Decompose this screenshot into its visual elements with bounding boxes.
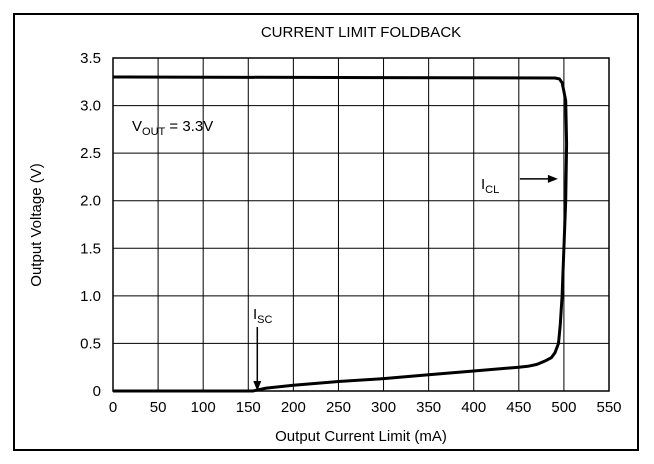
x-tick-label: 550 [596, 399, 621, 416]
y-tick-label: 3.0 [80, 98, 101, 115]
plot-border [112, 57, 610, 392]
x-tick-label: 100 [191, 399, 216, 416]
isc-subscript: SC [257, 314, 272, 326]
isc-annotation: ISC [253, 306, 273, 391]
chart-frame: 0 50 100 150 200 250 300 350 400 450 500 550 0 0.5 1.0… [13, 13, 639, 451]
x-tick-label: 500 [551, 399, 576, 416]
x-tick-label: 200 [281, 399, 306, 416]
icl-arrowhead [547, 174, 558, 183]
icl-annotation: ICL [481, 174, 558, 196]
y-tick-label: 3.5 [80, 50, 101, 67]
x-tick-label: 150 [236, 399, 261, 416]
y-tick-label: 1.5 [80, 240, 101, 257]
icl-label: ICL [481, 176, 499, 196]
y-tick-label: 2.5 [80, 145, 101, 162]
isc-arrowhead [253, 381, 262, 391]
x-tick-label: 300 [371, 399, 396, 416]
x-tick-label: 0 [109, 399, 117, 416]
chart: 0 50 100 150 200 250 300 350 400 450 500 550 0 0.5 1.0… [28, 24, 622, 445]
y-tick-label: 0.5 [80, 335, 101, 352]
vout-annotation: VOUT = 3.3V [132, 118, 213, 138]
x-tick-label: 450 [506, 399, 531, 416]
series-line [113, 75, 569, 393]
y-tick-label: 0 [93, 383, 101, 400]
x-tick-label: 50 [150, 399, 167, 416]
y-tick-label: 1.0 [80, 288, 101, 305]
tick-labels: 0 50 100 150 200 250 300 350 400 450 500 550 0 0.5 1.0… [80, 50, 621, 416]
x-tick-label: 250 [326, 399, 351, 416]
x-tick-label: 400 [461, 399, 486, 416]
icl-subscript: CL [485, 184, 499, 196]
y-axis-label: Output Voltage (V) [28, 163, 45, 286]
x-tick-label: 350 [416, 399, 441, 416]
y-tick-label: 2.0 [80, 193, 101, 210]
isc-label: ISC [253, 306, 273, 326]
chart-title: CURRENT LIMIT FOLDBACK [261, 24, 461, 41]
x-axis-label: Output Current Limit (mA) [275, 428, 447, 445]
plot-area [113, 58, 609, 391]
vout-subscript: OUT [142, 126, 166, 138]
